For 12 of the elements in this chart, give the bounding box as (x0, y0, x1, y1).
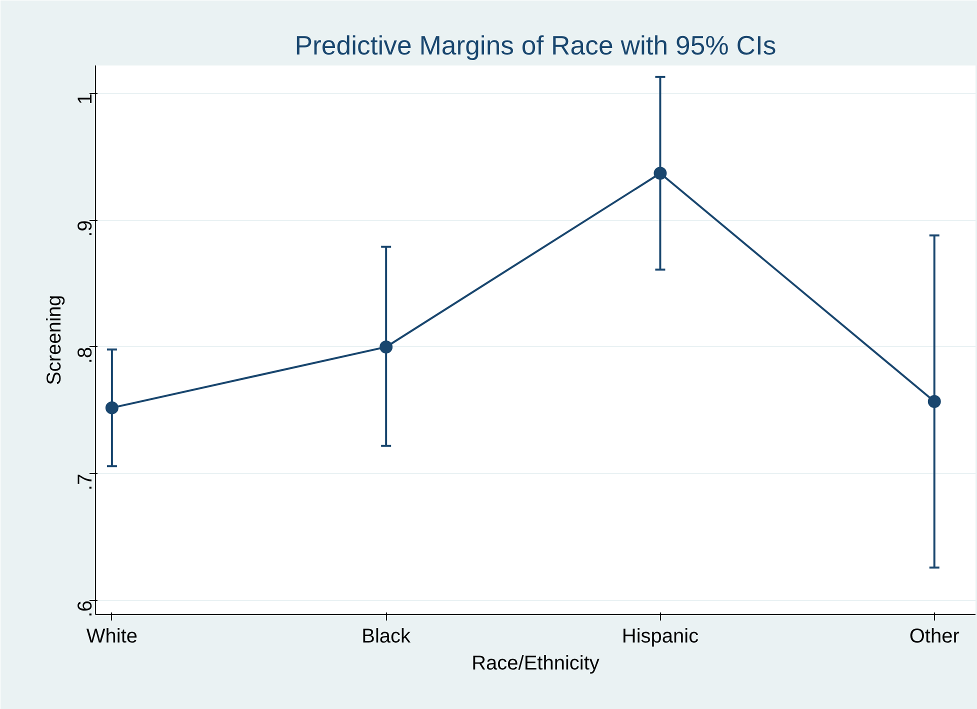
x-tick-label: Other (909, 626, 960, 648)
x-tick-label: Hispanic (622, 626, 699, 648)
chart-title: Predictive Margins of Race with 95% CIs (294, 30, 776, 60)
y-tick-label: .8 (74, 346, 96, 364)
y-tick-label: .6 (74, 600, 96, 618)
y-axis-title: Screening (44, 294, 66, 386)
y-tick-label: .9 (74, 220, 96, 237)
x-tick-label: White (86, 626, 138, 648)
y-tick-label: 1 (74, 93, 96, 105)
x-axis-title: Race/Ethnicity (472, 652, 600, 674)
y-tick-label: .7 (74, 474, 96, 490)
x-tick-label: Black (362, 626, 412, 648)
